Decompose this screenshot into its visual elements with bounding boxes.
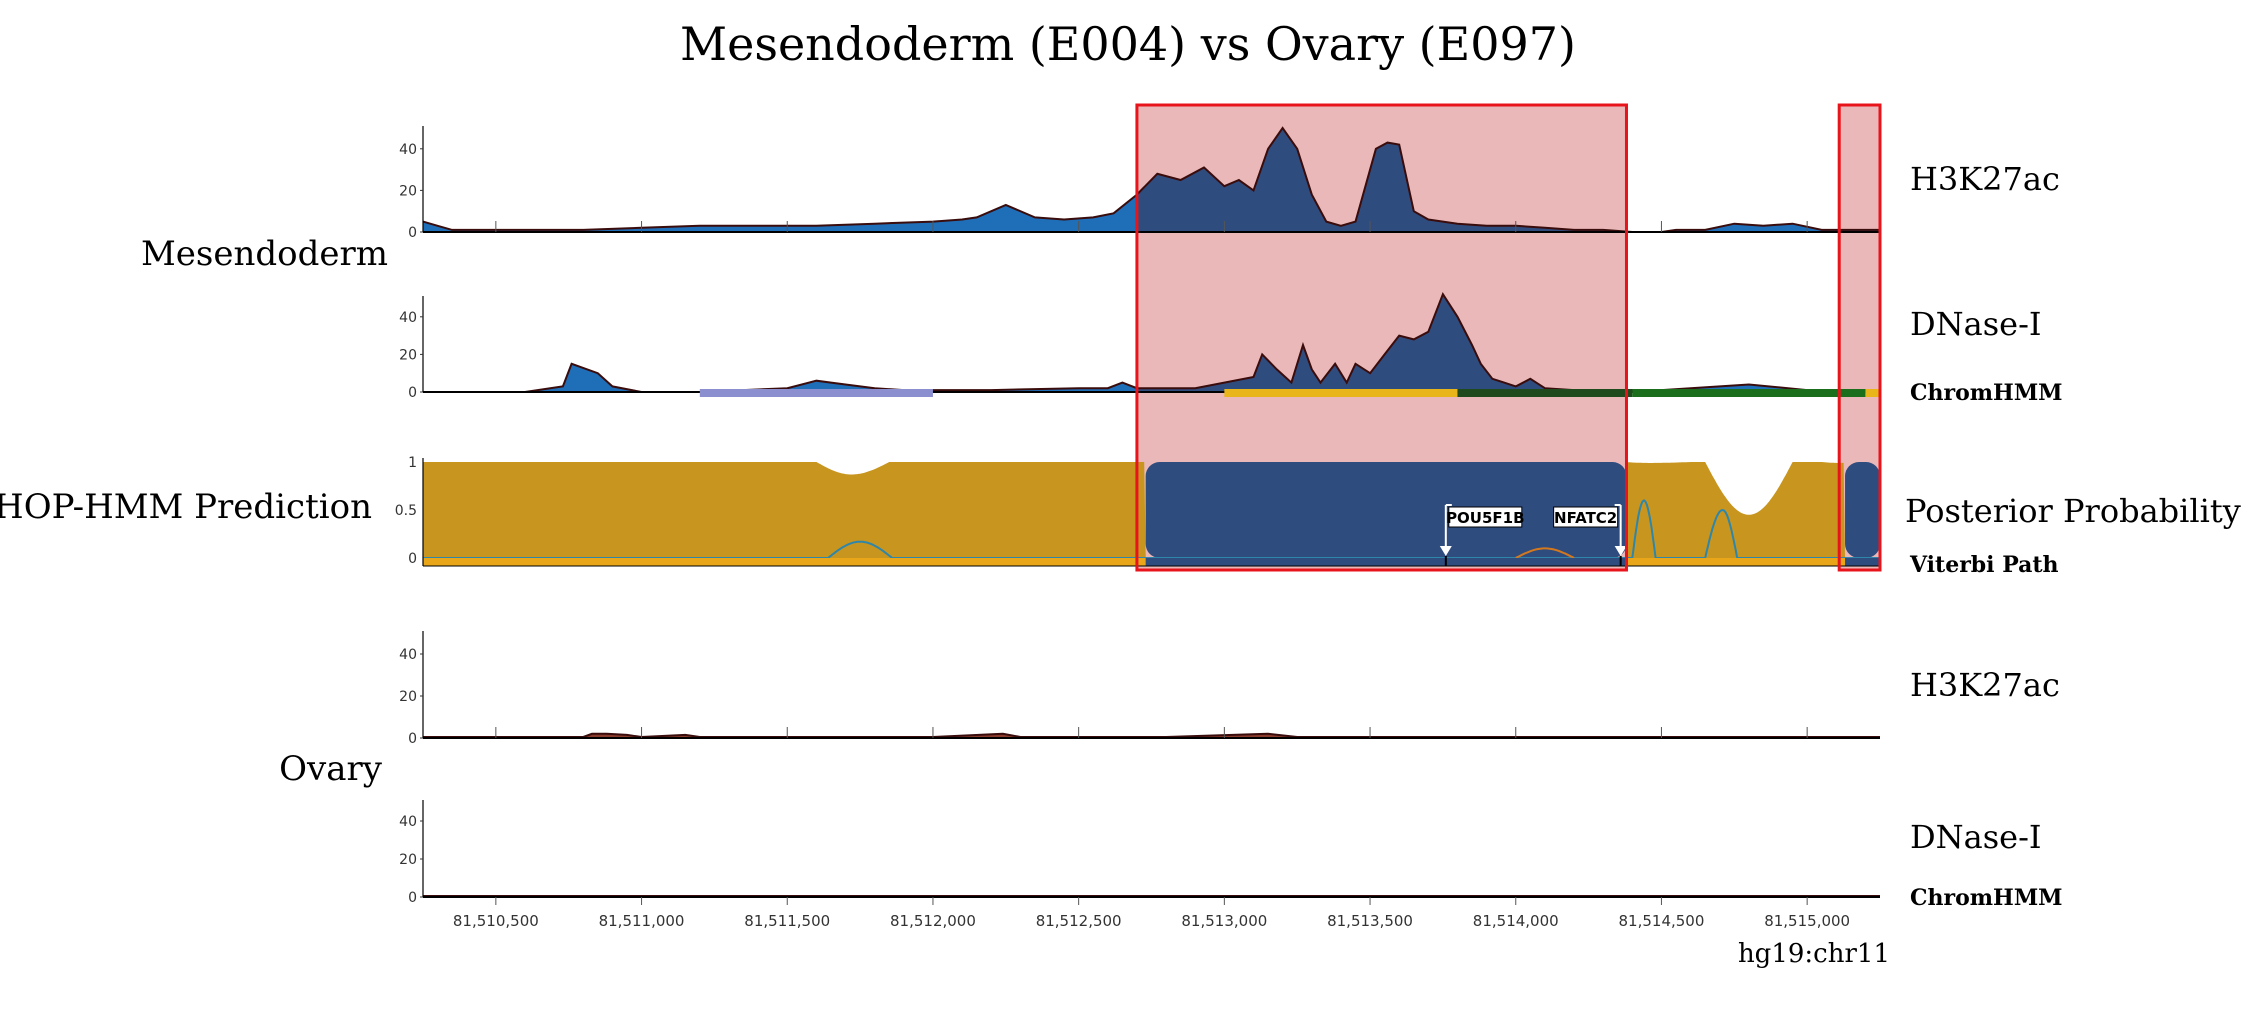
x-tick-label: 81,514,500	[1619, 912, 1705, 930]
y-tick-label-mes_h3k27ac: 40	[399, 142, 417, 158]
posterior-orange-line	[1515, 547, 1575, 559]
figure-title: Mesendoderm (E004) vs Ovary (E097)	[680, 17, 1576, 71]
track-mes_h3k27ac: 0 20 40	[399, 126, 1880, 241]
x-tick-label: 81,513,500	[1327, 912, 1413, 930]
coverage-highlight-mes_dnase	[1136, 294, 1627, 392]
x-tick-label: 81,512,500	[1036, 912, 1122, 930]
chromhmm-segment-1	[699, 389, 933, 397]
x-tick-label: 81,513,000	[1181, 912, 1267, 930]
motif-label-2: NFATC2	[1554, 509, 1617, 527]
y-tick-label-mes_dnase: 40	[399, 310, 417, 326]
x-tick-label: 81,511,000	[599, 912, 685, 930]
track-label-ovary-chromhmm: ChromHMM	[1910, 885, 2063, 911]
group-label-ovary: Ovary	[279, 749, 383, 789]
track-label-ovary-dnase: DNase-I	[1910, 818, 2042, 856]
track-ovary_h3k27ac: 0 20 40	[399, 631, 1880, 747]
track-label-mes-dnase: DNase-I	[1910, 305, 2042, 343]
x-tick-label: 81,514,000	[1473, 912, 1559, 930]
y-tick-label-posterior: 0	[408, 551, 417, 567]
viterbi-path-enhancer-2	[1845, 558, 1880, 566]
chromhmm-segment-5	[1865, 389, 1880, 397]
y-tick-label-mes_dnase: 20	[399, 347, 417, 363]
chromhmm-segment-2	[1224, 389, 1458, 397]
y-tick-label-ovary_dnase: 20	[399, 852, 417, 868]
coverage-outline-mes_dnase	[423, 292, 1880, 393]
track-label-posterior: Posterior Probability	[1905, 492, 2241, 530]
track-label-viterbi: Viterbi Path	[1909, 552, 2059, 578]
highlight-border-1	[1135, 103, 1628, 572]
track-ovary_dnase: 0 20 40	[399, 800, 1880, 906]
plot-layer: 0 20 40 0 20 40 0 20 40 0 20 40 0 0.5 1 POU5F1B NFATC2 81…	[395, 103, 1882, 930]
coverage-highlight-mes_h3k27ac	[1136, 128, 1627, 232]
y-tick-label-ovary_h3k27ac: 40	[399, 647, 417, 663]
track-label-mes-h3k27ac: H3K27ac	[1910, 160, 2060, 198]
posterior-enhancer-area-2	[1845, 462, 1880, 558]
track-label-mes-chromhmm: ChromHMM	[1910, 380, 2063, 406]
posterior-enhancer-area-1	[1145, 462, 1627, 558]
y-tick-label-ovary_h3k27ac: 0	[408, 731, 417, 747]
y-tick-label-mes_dnase: 0	[408, 385, 417, 401]
y-tick-label-ovary_dnase: 0	[408, 890, 417, 906]
highlight-border-2	[1837, 103, 1882, 572]
track-posterior-probability: 0 0.5 1 POU5F1B NFATC2	[395, 455, 1880, 567]
motif-label-box-2	[1553, 506, 1619, 528]
y-tick-label-ovary_dnase: 40	[399, 814, 417, 830]
posterior-background-area	[423, 462, 1880, 558]
track-label-ovary-h3k27ac: H3K27ac	[1910, 666, 2060, 704]
x-tick-label: 81,515,000	[1764, 912, 1850, 930]
x-tick-label: 81,510,500	[453, 912, 539, 930]
y-tick-label-ovary_h3k27ac: 20	[399, 689, 417, 705]
x-tick-label: 81,512,000	[890, 912, 976, 930]
motif-label-1: POU5F1B	[1446, 509, 1524, 527]
chromhmm-segment-3	[1457, 389, 1633, 397]
y-tick-label-posterior: 0.5	[395, 503, 417, 519]
chromhmm-segment-4	[1632, 389, 1866, 397]
group-label-mesendoderm: Mesendoderm	[141, 234, 388, 274]
y-tick-label-posterior: 1	[408, 455, 417, 471]
group-label-hop-hmm: HOP-HMM Prediction	[0, 487, 372, 527]
motif-marker-arrow-2	[1614, 546, 1627, 556]
x-axis: 81,510,500 81,511,000 81,511,500 81,512,000…	[453, 897, 1850, 930]
motif-marker-arrow-1	[1439, 546, 1452, 556]
genome-label: hg19:chr11	[1738, 939, 1890, 969]
viterbi-path-enhancer-1	[1145, 558, 1627, 566]
x-tick-label: 81,511,500	[744, 912, 830, 930]
y-tick-label-mes_h3k27ac: 20	[399, 183, 417, 199]
motif-label-box-1	[1448, 506, 1523, 528]
y-tick-label-mes_h3k27ac: 0	[408, 225, 417, 241]
coverage-area-mes_dnase	[423, 294, 1880, 392]
coverage-outline-mes_h3k27ac	[422, 126, 1880, 233]
